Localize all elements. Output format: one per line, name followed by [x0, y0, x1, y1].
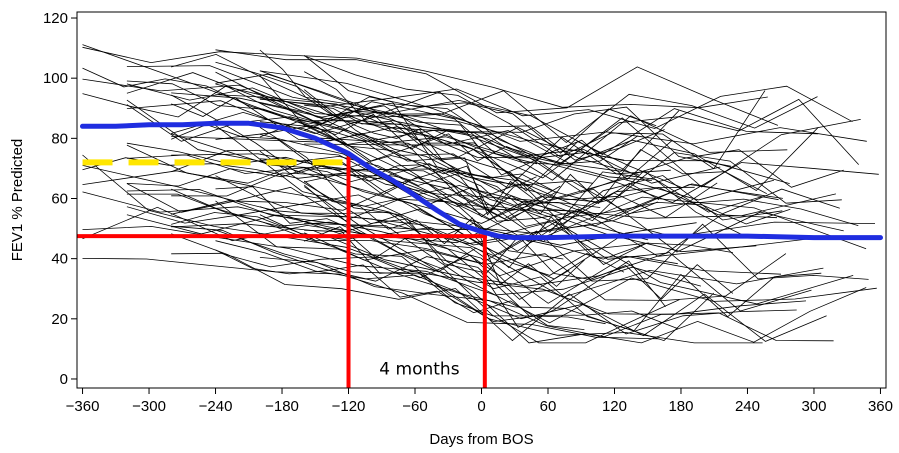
chart-overlays	[77, 120, 883, 388]
patient-trajectory-line	[171, 133, 876, 238]
patient-trajectory-line	[82, 154, 807, 315]
x-tick-label: −360	[66, 398, 100, 415]
x-tick-label: 0	[477, 398, 485, 415]
x-axis-title: Days from BOS	[429, 431, 533, 448]
mean-curve-line	[80, 120, 883, 241]
patient-trajectory-line	[259, 113, 639, 165]
y-tick-label: 20	[51, 311, 68, 328]
patient-trajectory-line	[82, 157, 601, 208]
patient-trajectory-line	[82, 225, 702, 296]
patient-trajectory-line	[304, 104, 593, 184]
patient-trajectory-line	[126, 159, 748, 238]
patient-trajectory-line	[82, 258, 660, 340]
x-tick-label: 360	[868, 398, 893, 415]
patient-trajectory-line	[171, 97, 554, 191]
patient-trajectory-line	[171, 94, 678, 269]
patient-trajectory-line	[82, 165, 854, 305]
patient-trajectory-line	[259, 70, 859, 165]
x-tick-label: −180	[265, 398, 299, 415]
patient-trajectory-line	[259, 121, 840, 260]
patient-trajectory-line	[171, 92, 721, 184]
patient-trajectory-line	[259, 123, 652, 181]
patient-trajectory-line	[171, 172, 561, 220]
patient-trajectory-line	[82, 78, 788, 181]
patient-trajectory-line	[259, 70, 867, 145]
y-axis: 0 20 40 60 80 100 120	[43, 10, 77, 388]
patient-trajectory-line	[215, 200, 827, 342]
patient-trajectory-line	[82, 170, 836, 219]
patient-trajectory-line	[304, 71, 530, 187]
patient-trajectory-line	[126, 193, 533, 308]
patient-trajectory-line	[82, 191, 782, 304]
patient-trajectory-line	[215, 73, 844, 193]
patient-trajectory-line	[304, 114, 767, 204]
x-tick-label: −300	[132, 398, 166, 415]
patient-trajectory-line	[215, 240, 715, 342]
x-tick-label: 60	[540, 398, 557, 415]
patient-trajectory-line	[171, 223, 812, 312]
patient-trajectory-line	[126, 72, 853, 129]
patient-trajectory-line	[82, 85, 657, 154]
patient-trajectory-line	[82, 206, 757, 253]
individual-patient-lines	[82, 44, 879, 344]
x-tick-label: −60	[402, 398, 427, 415]
y-tick-label: 100	[43, 70, 68, 87]
patient-trajectory-line	[215, 229, 763, 344]
y-axis-title: FEV1 % Predicted	[9, 139, 26, 262]
patient-trajectory-line	[259, 206, 818, 257]
patient-trajectory-line	[259, 257, 834, 342]
patient-trajectory-line	[259, 75, 658, 229]
x-tick-label: 180	[668, 398, 693, 415]
patient-trajectory-line	[259, 102, 819, 192]
x-tick-label: 240	[735, 398, 760, 415]
patient-trajectory-line	[171, 124, 595, 221]
patient-trajectory-line	[126, 214, 649, 277]
patient-trajectory-line	[126, 83, 818, 144]
patient-trajectory-line	[304, 125, 660, 218]
patient-trajectory-line	[215, 61, 625, 176]
x-tick-label: 120	[602, 398, 627, 415]
patient-trajectory-line	[171, 212, 647, 260]
patient-trajectory-line	[126, 154, 778, 224]
patient-trajectory-line	[126, 104, 671, 189]
y-tick-label: 120	[43, 10, 68, 27]
x-axis: −360 −300 −240 −180 −120 −60 0 60 120 180 240 300 36…	[66, 388, 893, 415]
patient-trajectory-line	[259, 214, 869, 282]
patient-trajectory-line	[303, 180, 585, 287]
x-tick-label: −240	[199, 398, 233, 415]
patient-trajectory-line	[304, 164, 537, 214]
patient-trajectory-line	[82, 44, 867, 250]
patient-trajectory-line	[171, 149, 842, 204]
annotation-label: 4 months	[379, 359, 459, 379]
y-tick-label: 60	[51, 190, 68, 207]
patient-trajectory-line	[259, 98, 879, 203]
x-tick-label: −120	[332, 398, 366, 415]
y-tick-label: 40	[51, 251, 68, 268]
patient-trajectory-line	[126, 188, 633, 246]
x-tick-label: 300	[801, 398, 826, 415]
patient-trajectory-line	[215, 94, 680, 172]
patient-trajectory-line	[304, 232, 787, 301]
patient-trajectory-line	[82, 46, 768, 109]
y-tick-label: 80	[51, 130, 68, 147]
patient-trajectory-line	[259, 126, 822, 332]
y-tick-label: 0	[60, 371, 68, 388]
patient-trajectory-line	[303, 54, 791, 227]
patient-trajectory-line	[215, 71, 557, 222]
patient-trajectory-line	[303, 89, 718, 225]
patient-trajectory-line	[171, 53, 665, 161]
patient-trajectory-line	[304, 229, 606, 325]
patient-trajectory-line	[126, 65, 790, 184]
patient-trajectory-line	[171, 99, 819, 155]
